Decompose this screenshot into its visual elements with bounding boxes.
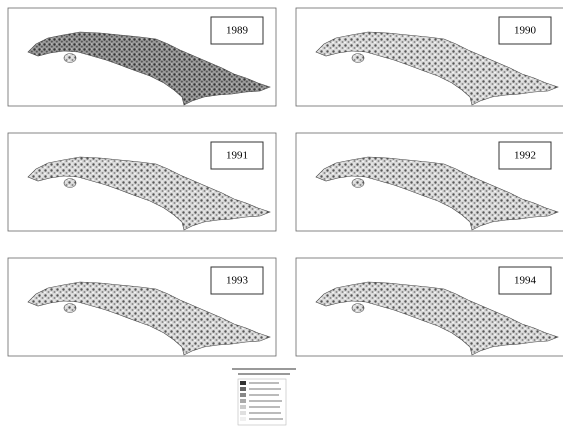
isle-shape [63,178,77,188]
map-panel: 1990 [295,7,563,107]
island-shape [315,31,559,106]
island-shape [315,156,559,231]
year-label: 1992 [514,150,536,162]
island-shape [315,281,559,356]
year-box [210,266,264,295]
year-label: 1994 [514,275,537,287]
legend-title [232,368,296,375]
year-box [498,266,552,295]
isle-shape [63,303,77,313]
year-label: 1991 [226,150,248,162]
island-shape [27,156,271,231]
legend-entries [249,382,283,420]
map-panel: 1991 [7,132,277,232]
map-panel: 1993 [7,257,277,357]
panels: 1989 1990 1991 1992 1993 1994 [7,7,563,357]
year-box [498,141,552,170]
map-panel: 1994 [295,257,563,357]
isle-shape [63,53,77,63]
year-box [210,16,264,45]
legend [232,368,296,426]
year-box [498,16,552,45]
isle-shape [351,303,365,313]
isle-shape [351,178,365,188]
year-label: 1989 [226,25,249,37]
year-label: 1993 [226,275,249,287]
isle-shape [351,53,365,63]
map-panel: 1992 [295,132,563,232]
island-shape [27,281,271,356]
island-shape [27,31,271,106]
legend-swatches [240,381,246,421]
map-panel: 1989 [7,7,277,107]
year-box [210,141,264,170]
year-label: 1990 [514,25,537,37]
